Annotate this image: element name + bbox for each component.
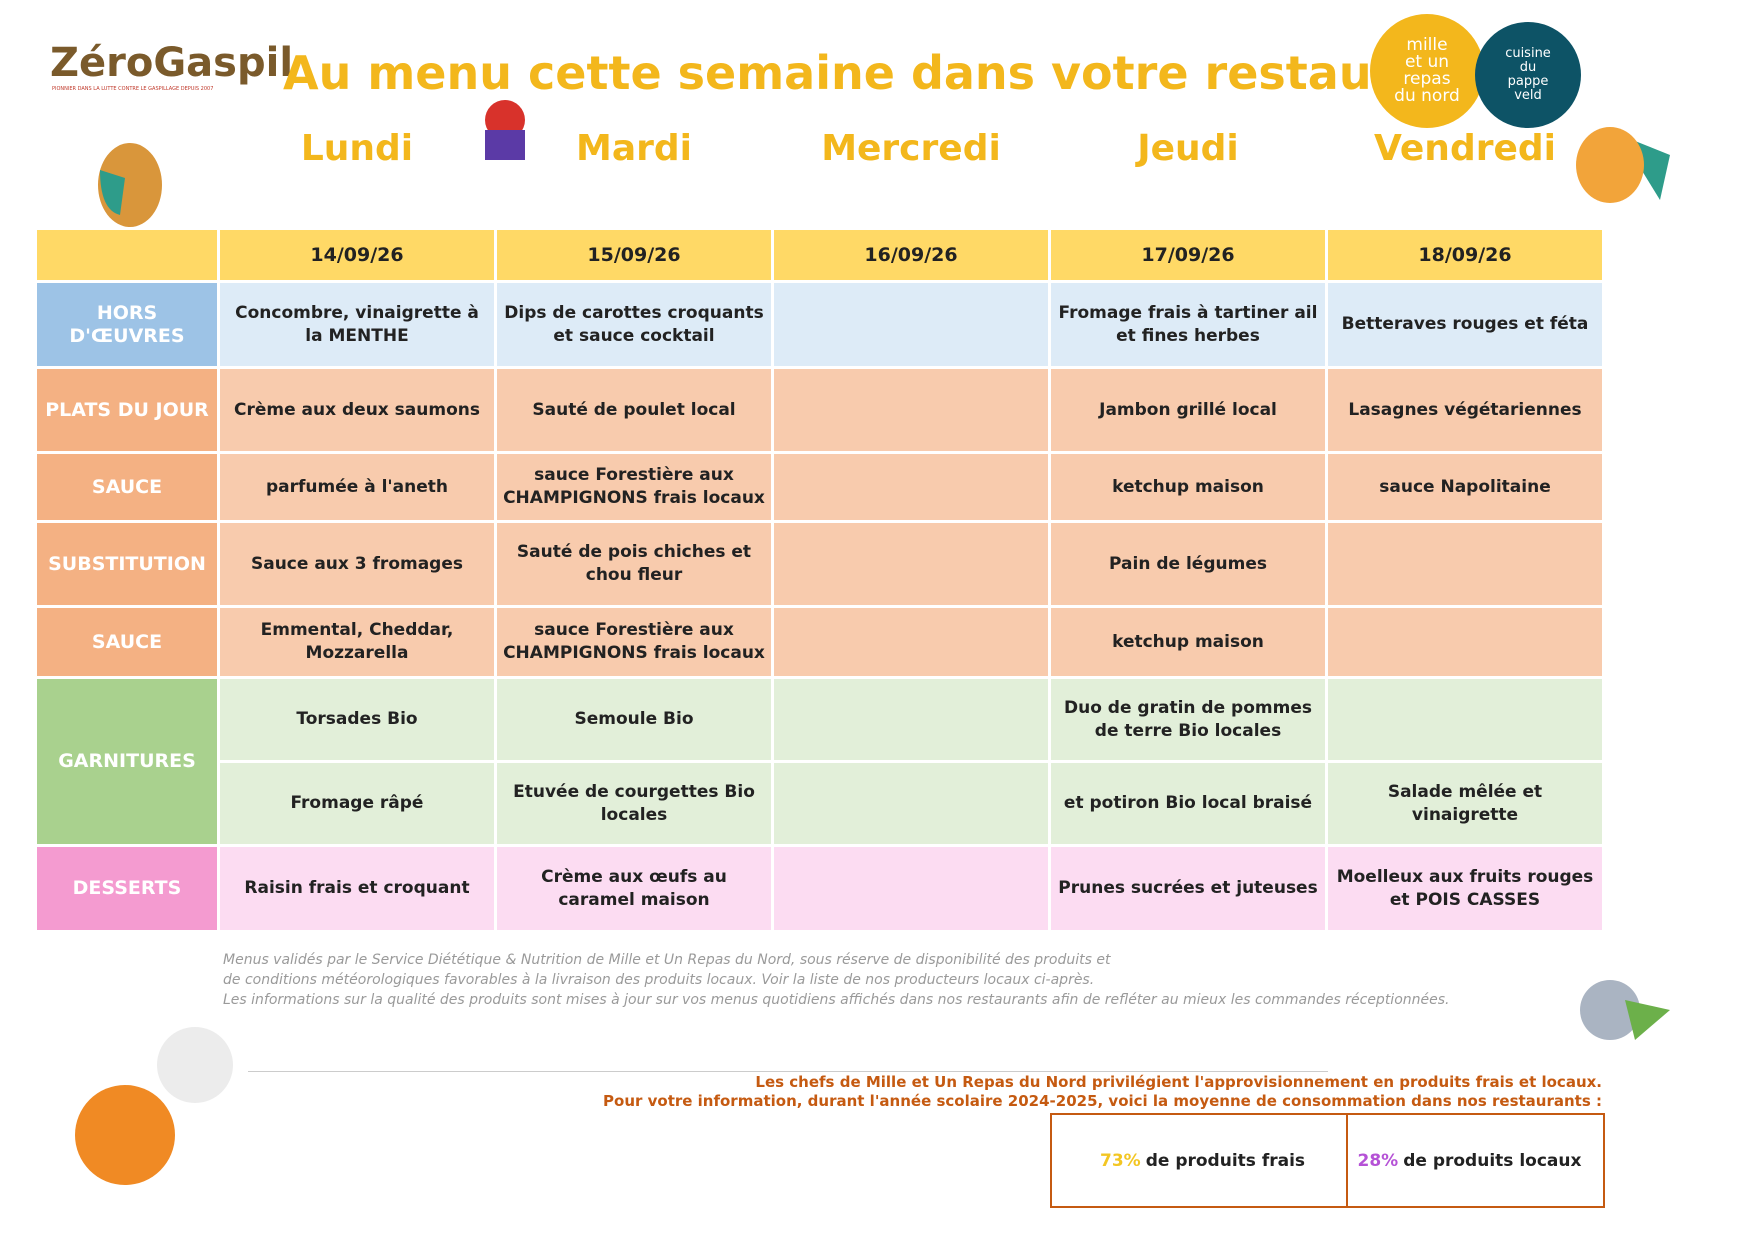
menu-cell: Sauce aux 3 fromages xyxy=(220,523,494,605)
mascot xyxy=(98,143,162,227)
logo-text: du nord xyxy=(1394,86,1460,106)
mascot xyxy=(75,1027,233,1185)
menu-cell: Prunes sucrées et juteuses xyxy=(1051,847,1325,930)
date: 14/09/26 xyxy=(220,230,494,280)
menu-cell: Semoule Bio xyxy=(497,679,771,760)
logo-text: veld xyxy=(1514,88,1542,103)
row-label: DESSERTS xyxy=(37,847,217,930)
logo-text: repas xyxy=(1403,69,1451,89)
stat-value: 73% xyxy=(1100,1150,1141,1171)
day-name: Mercredi xyxy=(821,128,1001,169)
logo-text: mille xyxy=(1406,35,1448,55)
menu-cell: sauce Napolitaine xyxy=(1328,454,1602,520)
menu-cell: Fromage râpé xyxy=(220,763,494,844)
date: 18/09/26 xyxy=(1328,230,1602,280)
menu-cell: Jambon grillé local xyxy=(1051,369,1325,451)
menu-cell: Crème aux œufs au caramel maison xyxy=(497,847,771,930)
row-label: HORS D'ŒUVRES xyxy=(37,283,217,366)
day-name: Lundi xyxy=(300,128,414,169)
menu-cell xyxy=(774,523,1048,605)
partner-logo: mille et un repas du nord xyxy=(1370,14,1484,128)
title: Au menu cette semaine dans votre restaur… xyxy=(283,46,1481,100)
stat: 28% de produits locaux xyxy=(1348,1115,1604,1206)
logo-text: et un xyxy=(1404,52,1450,72)
stat-text: de produits locaux xyxy=(1403,1150,1582,1171)
menu-cell: Torsades Bio xyxy=(220,679,494,760)
row-label: SUBSTITUTION xyxy=(37,523,217,605)
day-name: Vendredi xyxy=(1374,128,1556,169)
menu-cell: Fromage frais à tartiner ail et fines he… xyxy=(1051,283,1325,366)
partner-logo: cuisine du pappe veld xyxy=(1475,22,1581,128)
stat-text: de produits frais xyxy=(1145,1150,1306,1171)
menu-cell: Emmental, Cheddar, Mozzarella xyxy=(220,608,494,676)
menu-cell: Duo de gratin de pommes de terre Bio loc… xyxy=(1051,679,1325,760)
menu-cell xyxy=(774,847,1048,930)
menu-cell: ketchup maison xyxy=(1051,608,1325,676)
day-name: Mardi xyxy=(576,128,692,169)
menu-cell xyxy=(1328,608,1602,676)
date: 16/09/26 xyxy=(774,230,1048,280)
menu-cell: Salade mêlée et vinaigrette xyxy=(1328,763,1602,844)
mascot xyxy=(485,100,525,160)
logo-text: du xyxy=(1519,60,1537,75)
menu-cell: Sauté de pois chiches et chou fleur xyxy=(497,523,771,605)
info-text: Pour votre information, durant l'année s… xyxy=(603,1092,1602,1110)
menu-cell: Raisin frais et croquant xyxy=(220,847,494,930)
logo-tagline: PIONNIER DANS LA LUTTE CONTRE LE GASPILL… xyxy=(52,86,214,92)
mascot xyxy=(1576,127,1670,203)
menu-cell: Pain de légumes xyxy=(1051,523,1325,605)
menu-cell: Etuvée de courgettes Bio locales xyxy=(497,763,771,844)
menu-cell xyxy=(774,369,1048,451)
header-cell xyxy=(37,230,217,280)
menu-cell: Betteraves rouges et féta xyxy=(1328,283,1602,366)
mascot xyxy=(1580,980,1670,1040)
logo-text: pappe xyxy=(1507,74,1549,89)
stat-value: 28% xyxy=(1357,1150,1399,1171)
date: 15/09/26 xyxy=(497,230,771,280)
row-label: SAUCE xyxy=(37,454,217,520)
menu-cell xyxy=(774,454,1048,520)
menu-cell: sauce Forestière aux CHAMPIGNONS frais l… xyxy=(497,608,771,676)
row-label: GARNITURES xyxy=(37,679,217,844)
menu-cell: sauce Forestière aux CHAMPIGNONS frais l… xyxy=(497,454,771,520)
logo-name: ZéroGaspil xyxy=(50,40,294,86)
menu-cell xyxy=(774,608,1048,676)
menu-cell: ketchup maison xyxy=(1051,454,1325,520)
menu-cell: Lasagnes végétariennes xyxy=(1328,369,1602,451)
day-name: Jeudi xyxy=(1137,128,1239,169)
footnote: Menus validés par le Service Diététique … xyxy=(223,952,1111,968)
menu-cell xyxy=(774,763,1048,844)
menu-cell: Crème aux deux saumons xyxy=(220,369,494,451)
stats-box: 73% de produits frais 28% de produits locau… xyxy=(1050,1113,1605,1208)
divider xyxy=(248,1071,1328,1072)
logo-text: cuisine xyxy=(1505,46,1551,61)
menu-cell xyxy=(774,679,1048,760)
footnote: Les informations sur la qualité des prod… xyxy=(223,992,1450,1008)
menu-cell: Dips de carottes croquants et sauce cock… xyxy=(497,283,771,366)
menu-cell xyxy=(774,283,1048,366)
info-text: Les chefs de Mille et Un Repas du Nord p… xyxy=(755,1073,1602,1091)
row-label: SAUCE xyxy=(37,608,217,676)
row-label: PLATS DU JOUR xyxy=(37,369,217,451)
menu-cell: parfumée à l'aneth xyxy=(220,454,494,520)
stat: 73% de produits frais xyxy=(1052,1115,1348,1206)
menu-cell: et potiron Bio local braisé xyxy=(1051,763,1325,844)
menu-cell: Sauté de poulet local xyxy=(497,369,771,451)
menu-cell xyxy=(1328,523,1602,605)
menu-cell: Moelleux aux fruits rouges et POIS CASSE… xyxy=(1328,847,1602,930)
menu-cell xyxy=(1328,679,1602,760)
menu-cell: Concombre, vinaigrette à la MENTHE xyxy=(220,283,494,366)
footnote: de conditions météorologiques favorables… xyxy=(223,972,1095,988)
date: 17/09/26 xyxy=(1051,230,1325,280)
